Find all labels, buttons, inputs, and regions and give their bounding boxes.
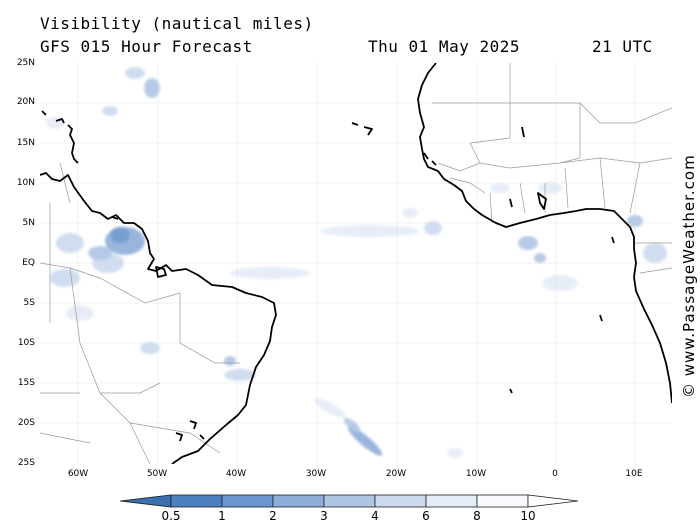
- lon-label-50w: 50W: [146, 469, 168, 479]
- lat-label-15s: 15S: [17, 378, 35, 388]
- colorbar-label-0.5: 0.5: [161, 509, 181, 523]
- lat-label-25s: 25S: [17, 458, 35, 468]
- visibility-shading: [46, 67, 667, 458]
- colorbar-swatch-5: [374, 494, 427, 508]
- lon-label-30w: 30W: [305, 469, 327, 479]
- lat-label-10s: 10S: [17, 338, 35, 348]
- forecast-time: 21 UTC: [592, 37, 653, 56]
- forecast-date: Thu 01 May 2025: [368, 37, 520, 56]
- visibility-map: [40, 63, 672, 464]
- country-borders: [40, 63, 672, 464]
- lon-label-40w: 40W: [225, 469, 247, 479]
- lon-label-60w: 60W: [67, 469, 89, 479]
- lat-label-20n: 20N: [16, 97, 35, 107]
- colorbar-label-6: 6: [422, 509, 430, 523]
- colorbar-swatch-2: [221, 494, 274, 508]
- lon-label-10e: 10E: [625, 469, 643, 479]
- colorbar-swatch-under: [119, 494, 172, 508]
- visibility-colorbar: [119, 494, 579, 508]
- lat-label-20s: 20S: [17, 418, 35, 428]
- lon-label-10w: 10W: [465, 469, 487, 479]
- colorbar-swatch-6: [425, 494, 478, 508]
- lat-label-eq: EQ: [22, 258, 35, 268]
- colorbar-label-10: 10: [520, 509, 536, 523]
- forecast-model-label: GFS 015 Hour Forecast: [40, 37, 253, 56]
- lat-label-5s: 5S: [23, 298, 35, 308]
- colorbar-label-1: 1: [218, 509, 226, 523]
- colorbar-label-2: 2: [269, 509, 277, 523]
- coastlines: [40, 63, 672, 464]
- colorbar-swatch-over: [527, 494, 579, 508]
- lat-label-15n: 15N: [16, 138, 35, 148]
- lon-label-20w: 20W: [385, 469, 407, 479]
- lat-label-5n: 5N: [22, 218, 35, 228]
- website-credit: © www.PassageWeather.com: [680, 154, 698, 398]
- colorbar-swatch-7: [476, 494, 529, 508]
- colorbar-label-8: 8: [473, 509, 481, 523]
- colorbar-swatch-3: [272, 494, 325, 508]
- map-parameter-title: Visibility (nautical miles): [40, 14, 314, 33]
- lon-label-0: 0: [552, 469, 558, 479]
- lat-label-10n: 10N: [16, 178, 35, 188]
- ocean-background: [40, 63, 672, 464]
- colorbar-swatches: [119, 494, 579, 508]
- colorbar-label-4: 4: [371, 509, 379, 523]
- colorbar-label-3: 3: [320, 509, 328, 523]
- colorbar-swatch-1: [170, 494, 223, 508]
- colorbar-swatch-4: [323, 494, 376, 508]
- lat-label-25n: 25N: [16, 58, 35, 68]
